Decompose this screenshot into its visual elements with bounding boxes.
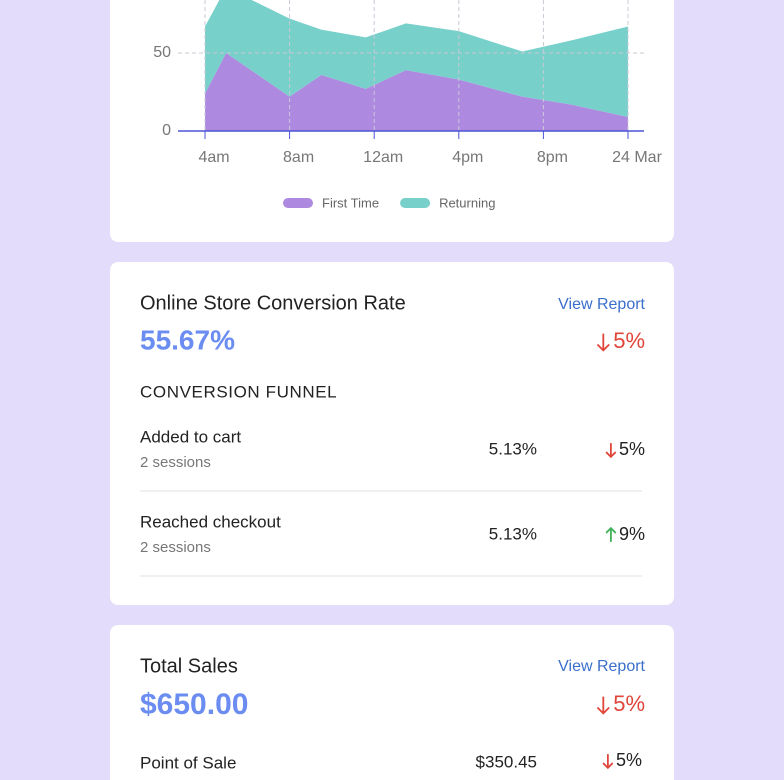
legend-label: First Time: [322, 195, 379, 210]
y-tick-label: 0: [162, 122, 171, 139]
change-value: 5%: [616, 750, 642, 770]
card-title: Online Store Conversion Rate: [140, 292, 406, 314]
card-title: Total Sales: [140, 655, 238, 677]
arrow-down: [596, 696, 610, 715]
x-tick-label: 24 Mar: [612, 149, 662, 166]
x-tick-label: 8am: [283, 149, 314, 166]
plot: 0 50 4am 8am 12am 4pm 8pm 24 Mar First Time Retur…: [153, 0, 663, 210]
arrow-down: [605, 443, 617, 459]
x-tick-label: 4pm: [452, 149, 483, 166]
arrow-up: [605, 526, 617, 542]
x-tick-label: 12am: [363, 149, 403, 166]
view-report-link[interactable]: View Report: [558, 296, 645, 313]
legend-swatch: [283, 198, 313, 208]
change-value: 9%: [619, 524, 645, 544]
row-label: Reached checkout: [140, 512, 281, 531]
area: [205, 53, 628, 131]
cards-content: Online Store Conversion Rate View Report 5…: [140, 292, 646, 772]
row-sessions: 2 sessions: [140, 539, 211, 556]
x-tick-label: 8pm: [537, 149, 568, 166]
legend-swatch: [400, 198, 431, 208]
x-tick-label: 4am: [198, 149, 229, 166]
area: [205, 0, 628, 117]
sales-card: [110, 625, 674, 780]
change-value: 5%: [613, 328, 645, 353]
change-value: 5%: [619, 439, 645, 459]
metric-value: $650.00: [140, 688, 248, 721]
row-rate: 5.13%: [489, 524, 537, 543]
change-value: 5%: [613, 691, 645, 716]
view-report-link[interactable]: View Report: [558, 658, 645, 675]
section-title: CONVERSION FUNNEL: [140, 382, 337, 401]
row-rate: 5.13%: [489, 439, 537, 458]
row-amount: $350.45: [476, 752, 537, 771]
legend-label: Returning: [439, 195, 495, 210]
y-tick-label: 50: [153, 44, 171, 61]
row-label: Added to cart: [140, 427, 241, 446]
conversion-card: [110, 262, 674, 605]
arrow-down: [602, 754, 614, 770]
row-label: Point of Sale: [140, 753, 236, 772]
metric-value: 55.67%: [140, 324, 235, 355]
row-sessions: 2 sessions: [140, 454, 211, 471]
arrow-down: [596, 333, 610, 352]
